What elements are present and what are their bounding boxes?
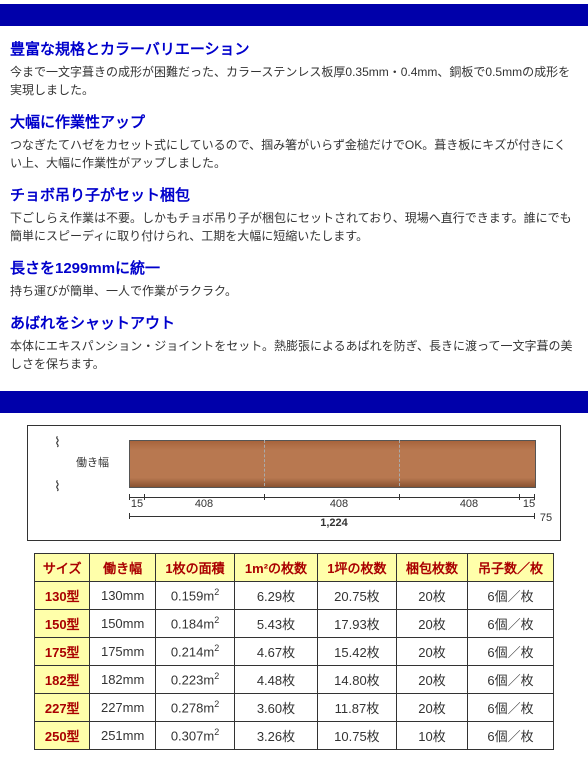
dim-text: 15 — [127, 498, 147, 510]
diagram-divider — [399, 440, 400, 486]
dim-text: 408 — [439, 498, 499, 510]
table-row: 150型150mm0.184m25.43枚17.93枚20枚6個／枚 — [35, 610, 554, 638]
table-cell: 6個／枚 — [467, 666, 553, 694]
table-cell: 20枚 — [397, 666, 468, 694]
table-row: 250型251mm0.307m23.26枚10.75枚10枚6個／枚 — [35, 722, 554, 750]
table-header: サイズ — [35, 554, 90, 582]
dim-text-total: 1,224 — [294, 517, 374, 529]
table-header: 梱包枚数 — [397, 554, 468, 582]
section-bar-label: 特 長 — [24, 7, 54, 22]
table-cell: 0.278m2 — [155, 694, 234, 722]
diagram-divider — [264, 440, 265, 486]
section-bar-label: 形状・サイズ — [24, 394, 102, 409]
feature-body: 本体にエキスパンション・ジョイントをセット。熱膨張によるあばれを防ぎ、長きに渡っ… — [10, 337, 578, 373]
dim-tick — [129, 513, 130, 519]
table-header: 1枚の面積 — [155, 554, 234, 582]
diagram-container: ⌇ ⌇ 働き幅 15 408 408 408 15 1,224 75 — [27, 425, 561, 541]
table-header-row: サイズ 働き幅 1枚の面積 1m²の枚数 1坪の枚数 梱包枚数 吊子数／枚 — [35, 554, 554, 582]
feature-body: 今まで一文字葺きの成形が困難だった、カラーステンレス板厚0.35mm・0.4mm… — [10, 63, 578, 99]
table-cell: 6.29枚 — [235, 582, 318, 610]
table-cell: 6個／枚 — [467, 582, 553, 610]
break-mark-icon: ⌇ — [54, 434, 61, 451]
table-cell: 20枚 — [397, 694, 468, 722]
table-cell: 6個／枚 — [467, 638, 553, 666]
table-cell: 150mm — [90, 610, 155, 638]
table-rowhead: 175型 — [35, 638, 90, 666]
table-cell: 20.75枚 — [317, 582, 396, 610]
table-cell: 0.184m2 — [155, 610, 234, 638]
table-rowhead: 250型 — [35, 722, 90, 750]
table-rowhead: 150型 — [35, 610, 90, 638]
table-cell: 0.307m2 — [155, 722, 234, 750]
table-rowhead: 130型 — [35, 582, 90, 610]
dim-tick — [399, 494, 400, 500]
feature-title: 豊富な規格とカラーバリエーション — [10, 38, 578, 59]
feature-title: 大幅に作業性アップ — [10, 111, 578, 132]
table-cell: 130mm — [90, 582, 155, 610]
table-cell: 4.67枚 — [235, 638, 318, 666]
table-cell: 6個／枚 — [467, 722, 553, 750]
table-cell: 3.26枚 — [235, 722, 318, 750]
table-cell: 4.48枚 — [235, 666, 318, 694]
table-rowhead: 182型 — [35, 666, 90, 694]
table-cell: 6個／枚 — [467, 610, 553, 638]
diagram: ⌇ ⌇ 働き幅 15 408 408 408 15 1,224 75 — [34, 434, 539, 534]
dim-text: 408 — [174, 498, 234, 510]
table-cell: 227mm — [90, 694, 155, 722]
table-row: 175型175mm0.214m24.67枚15.42枚20枚6個／枚 — [35, 638, 554, 666]
table-row: 182型182mm0.223m24.48枚14.80枚20枚6個／枚 — [35, 666, 554, 694]
table-cell: 0.223m2 — [155, 666, 234, 694]
table-cell: 20枚 — [397, 582, 468, 610]
table-cell: 10.75枚 — [317, 722, 396, 750]
dim-text: 408 — [309, 498, 369, 510]
table-cell: 17.93枚 — [317, 610, 396, 638]
break-mark-icon: ⌇ — [54, 478, 61, 495]
table-cell: 11.87枚 — [317, 694, 396, 722]
table-cell: 15.42枚 — [317, 638, 396, 666]
table-header: 吊子数／枚 — [467, 554, 553, 582]
diagram-panel — [129, 440, 536, 488]
table-cell: 0.214m2 — [155, 638, 234, 666]
feature-body: 持ち運びが簡単、一人で作業がラクラク。 — [10, 282, 578, 300]
section-bar-features: 特 長 — [0, 4, 588, 26]
diagram-hatake-label: 働き幅 — [76, 454, 109, 470]
table-cell: 251mm — [90, 722, 155, 750]
table-row: 130型130mm0.159m26.29枚20.75枚20枚6個／枚 — [35, 582, 554, 610]
table-header: 1坪の枚数 — [317, 554, 396, 582]
table-cell: 175mm — [90, 638, 155, 666]
table-cell: 0.159m2 — [155, 582, 234, 610]
dim-tick — [264, 494, 265, 500]
feature-body: つなぎたてハゼをカセット式にしているので、掴み箸がいらず金槌だけでOK。葺き板に… — [10, 136, 578, 172]
table-cell: 6個／枚 — [467, 694, 553, 722]
table-cell: 5.43枚 — [235, 610, 318, 638]
feature-body: 下ごしらえ作業は不要。しかもチョボ吊り子が梱包にセットされており、現場へ直行でき… — [10, 209, 578, 245]
table-cell: 20枚 — [397, 610, 468, 638]
table-cell: 182mm — [90, 666, 155, 694]
table-cell: 14.80枚 — [317, 666, 396, 694]
table-cell: 3.60枚 — [235, 694, 318, 722]
features-content: 豊富な規格とカラーバリエーション 今まで一文字葺きの成形が困難だった、カラーステ… — [0, 38, 588, 387]
table-row: 227型227mm0.278m23.60枚11.87枚20枚6個／枚 — [35, 694, 554, 722]
table-rowhead: 227型 — [35, 694, 90, 722]
spec-table: サイズ 働き幅 1枚の面積 1m²の枚数 1坪の枚数 梱包枚数 吊子数／枚 13… — [34, 553, 554, 750]
feature-title: 長さを1299mmに統一 — [10, 257, 578, 278]
dim-text: 15 — [519, 498, 539, 510]
table-header: 1m²の枚数 — [235, 554, 318, 582]
section-bar-spec: 形状・サイズ — [0, 391, 588, 413]
dim-text-height: 75 — [534, 512, 558, 524]
table-header: 働き幅 — [90, 554, 155, 582]
feature-title: あばれをシャットアウト — [10, 312, 578, 333]
table-cell: 10枚 — [397, 722, 468, 750]
table-cell: 20枚 — [397, 638, 468, 666]
feature-title: チョボ吊り子がセット梱包 — [10, 184, 578, 205]
